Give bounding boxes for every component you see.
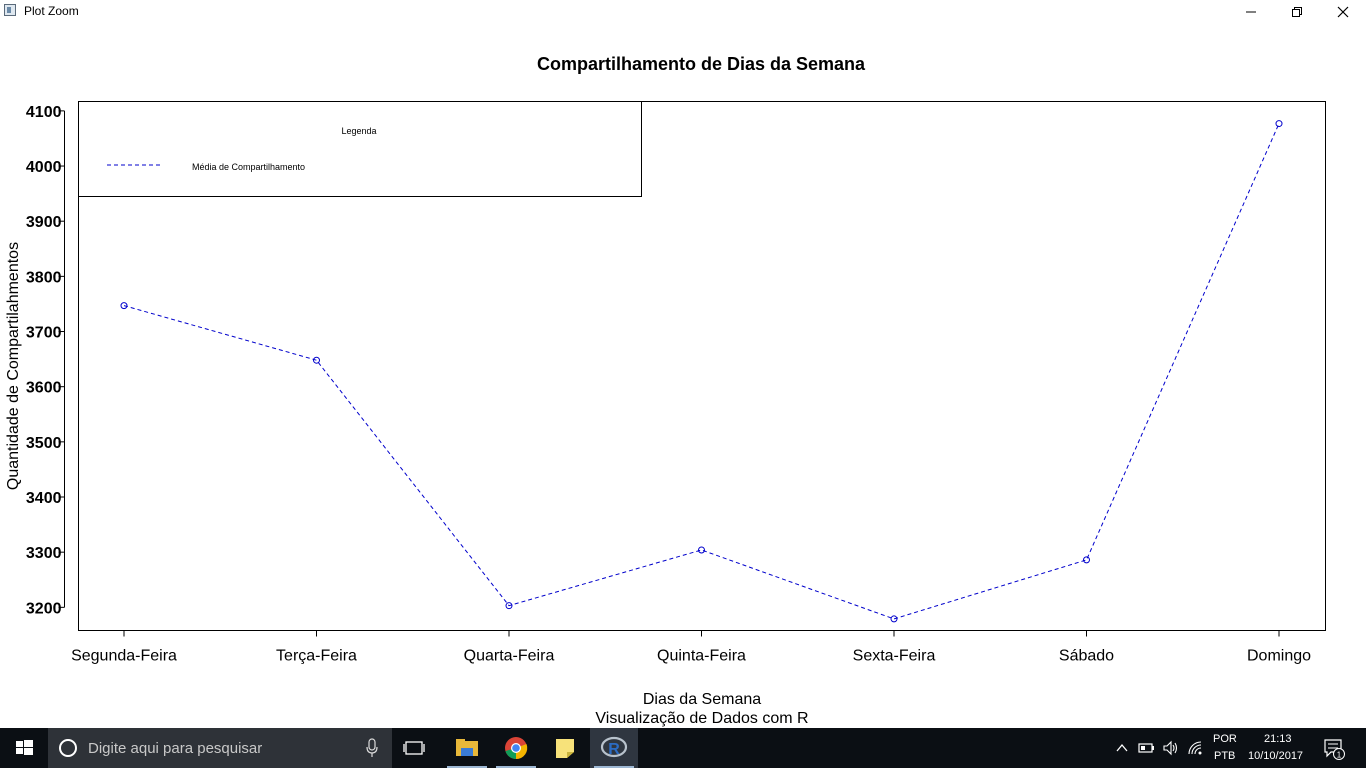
restore-icon	[1292, 7, 1302, 17]
volume-icon[interactable]	[1162, 740, 1180, 756]
line-chart: Compartilhamento de Dias da Semana 32003…	[5, 54, 1326, 727]
data-point	[890, 615, 898, 623]
search-box[interactable]: Digite aqui para pesquisar	[48, 728, 392, 768]
r-gui-button[interactable]: R	[590, 728, 638, 768]
y-tick-label: 3700	[26, 325, 62, 342]
y-tick-label: 3500	[26, 435, 62, 452]
sticky-notes-button[interactable]	[541, 728, 589, 768]
minimize-icon	[1246, 11, 1256, 13]
cortana-icon	[59, 739, 77, 757]
y-tick-label: 3900	[26, 214, 62, 231]
plot-area: Compartilhamento de Dias da Semana 3200 3…	[0, 24, 1366, 728]
x-tick-label: Quinta-Feira	[657, 648, 746, 665]
battery-icon[interactable]	[1138, 741, 1156, 755]
legend-title: Legenda	[341, 126, 376, 136]
file-explorer-button[interactable]	[443, 728, 491, 768]
active-indicator	[496, 766, 536, 768]
notification-count: 1	[1337, 751, 1342, 760]
task-view-button[interactable]	[392, 728, 440, 768]
wifi-icon[interactable]	[1187, 740, 1205, 756]
x-tick-label: Quarta-Feira	[464, 648, 555, 665]
x-tick-label: Terça-Feira	[276, 648, 357, 665]
chrome-icon	[505, 737, 528, 760]
chart-title: Compartilhamento de Dias da Semana	[537, 54, 866, 74]
app-icon	[4, 4, 16, 16]
x-tick-label: Domingo	[1247, 648, 1311, 665]
svg-text:R: R	[608, 741, 620, 758]
search-placeholder: Digite aqui para pesquisar	[88, 740, 263, 757]
y-axis-label: Quantidade de Compartilahmentos	[5, 242, 22, 490]
taskbar: Digite aqui para pesquisar	[0, 728, 1366, 768]
x-axis-label: Dias da Semana	[643, 691, 761, 708]
chevron-up-icon[interactable]	[1115, 741, 1129, 755]
close-button[interactable]	[1320, 0, 1366, 24]
r-icon: R	[600, 736, 628, 758]
x-tick-label: Segunda-Feira	[71, 648, 177, 665]
active-indicator	[594, 766, 634, 768]
data-point	[505, 602, 513, 610]
windows-logo-icon	[16, 740, 33, 755]
window-titlebar: Plot Zoom	[0, 0, 1366, 24]
legend-entry-label: Média de Compartilhamento	[192, 162, 305, 172]
y-tick-label: 4000	[26, 159, 62, 176]
data-point	[120, 302, 128, 310]
data-point	[313, 356, 320, 364]
legend-box	[78, 101, 642, 197]
chrome-button[interactable]	[492, 728, 540, 768]
minimize-button[interactable]	[1228, 0, 1274, 24]
notification-icon[interactable]: 1	[1323, 738, 1345, 760]
clock-time[interactable]: 21:13	[1264, 733, 1292, 745]
language-indicator-bottom[interactable]: PTB	[1214, 750, 1236, 762]
x-tick-label: Sexta-Feira	[853, 648, 936, 665]
y-tick-label: 3800	[26, 269, 62, 286]
start-button[interactable]	[0, 728, 48, 768]
x-tick-label: Sábado	[1059, 648, 1114, 665]
sticky-notes-icon	[556, 739, 574, 758]
language-indicator-top[interactable]: POR	[1213, 733, 1237, 745]
task-view-icon	[403, 741, 425, 755]
legend: Legenda Média de Compartilhamento	[78, 101, 642, 197]
y-tick-label: 3200	[26, 600, 62, 617]
series-layer	[120, 120, 1283, 623]
y-tick-label: 3400	[26, 490, 62, 507]
window-title: Plot Zoom	[24, 4, 79, 18]
close-icon	[1337, 6, 1349, 18]
microphone-icon[interactable]	[365, 738, 379, 758]
chart-subtitle: Visualização de Dados com R	[595, 710, 808, 727]
active-indicator	[447, 766, 487, 768]
data-point	[698, 546, 705, 554]
data-point	[1083, 556, 1090, 564]
y-tick-label: 3600	[26, 380, 62, 397]
y-tick-label: 4100	[26, 104, 62, 121]
y-axis: 3200 3300 3400 3500 3600 3700 3800 3900 4000 4100	[26, 104, 65, 617]
x-axis: Segunda-Feira Terça-Feira Quarta-Feira Quin…	[71, 630, 1311, 665]
clock-date[interactable]: 10/10/2017	[1248, 750, 1304, 762]
y-tick-label: 3300	[26, 545, 62, 562]
file-explorer-icon	[456, 739, 478, 756]
data-point	[1275, 120, 1283, 128]
restore-button[interactable]	[1274, 0, 1320, 24]
series-line	[123, 123, 1280, 620]
